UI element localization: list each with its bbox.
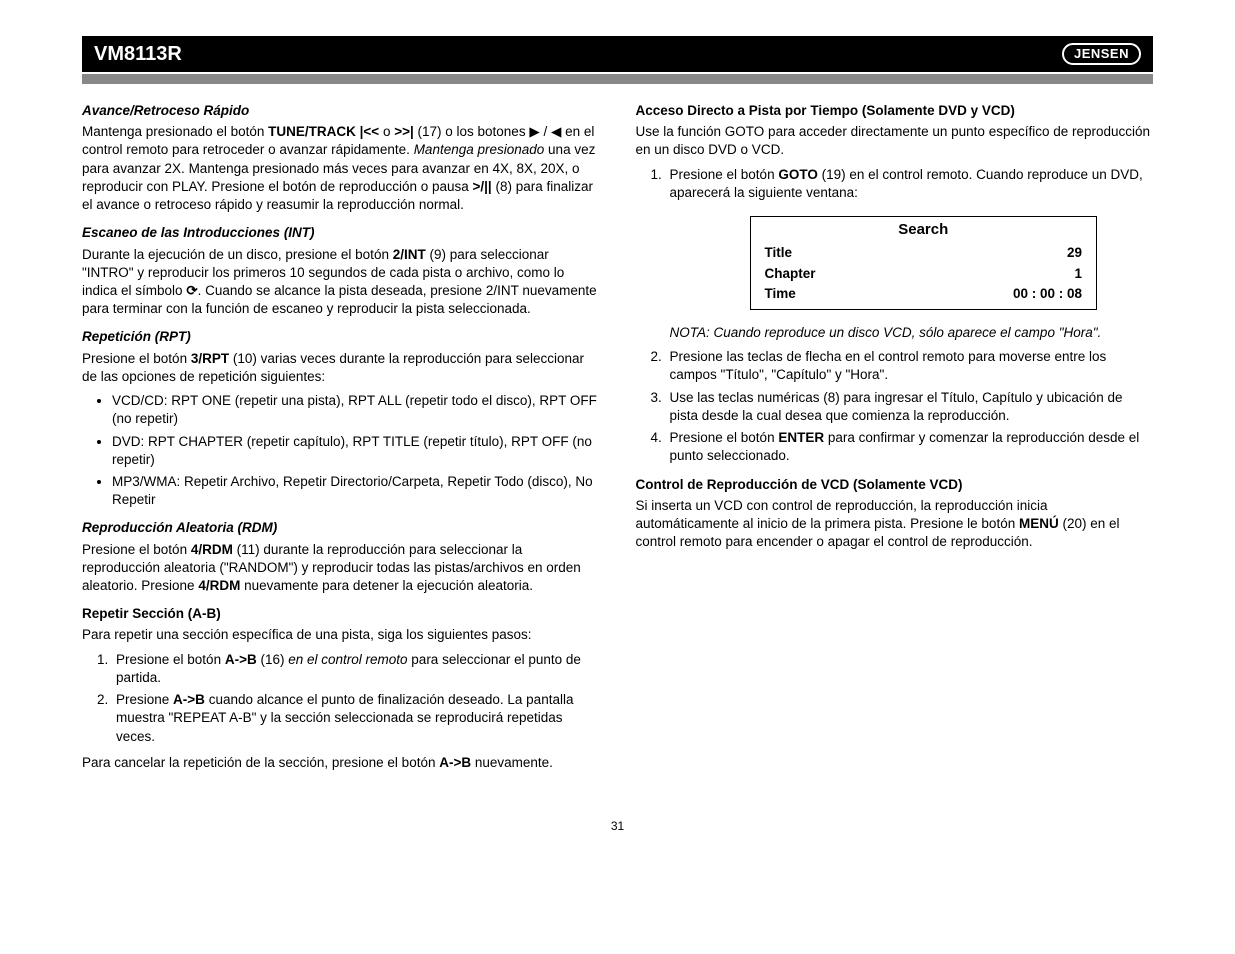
right-column: Acceso Directo a Pista por Tiempo (Solam… — [636, 102, 1154, 778]
ab-steps: Presione el botón A->B (16) en el contro… — [82, 651, 600, 746]
header-divider — [82, 74, 1153, 84]
heading-repeticion: Repetición (RPT) — [82, 328, 600, 346]
heading-repetir-ab: Repetir Sección (A-B) — [82, 605, 600, 623]
para-repeticion: Presione el botón 3/RPT (10) varias vece… — [82, 350, 600, 386]
heading-vcd-control: Control de Reproducción de VCD (Solament… — [636, 476, 1154, 494]
list-item: Presione el botón GOTO (19) en el contro… — [666, 166, 1154, 343]
page-number: 31 — [82, 818, 1153, 834]
search-row-title: Title 29 — [751, 243, 1097, 263]
header-bar: VM8113R JENSEN — [82, 36, 1153, 72]
list-item: Presione el botón ENTER para confirmar y… — [666, 429, 1154, 465]
content-columns: Avance/Retroceso Rápido Mantenga presion… — [82, 102, 1153, 778]
para-escaneo: Durante la ejecución de un disco, presio… — [82, 246, 600, 319]
goto-steps: Presione el botón GOTO (19) en el contro… — [636, 166, 1154, 466]
rewind-icon: ◀ — [551, 124, 561, 139]
para-ab-intro: Para repetir una sección específica de u… — [82, 626, 600, 644]
para-avance: Mantenga presionado el botón TUNE/TRACK … — [82, 123, 600, 214]
search-title: Search — [751, 217, 1097, 243]
search-row-chapter: Chapter 1 — [751, 264, 1097, 284]
heading-escaneo: Escaneo de las Introducciones (INT) — [82, 224, 600, 242]
para-vcd-control: Si inserta un VCD con control de reprodu… — [636, 497, 1154, 552]
para-ab-cancel: Para cancelar la repetición de la secció… — [82, 754, 600, 772]
para-goto-intro: Use la función GOTO para acceder directa… — [636, 123, 1154, 159]
manual-page: VM8113R JENSEN Avance/Retroceso Rápido M… — [0, 0, 1235, 854]
heading-aleatoria: Reproducción Aleatoria (RDM) — [82, 519, 600, 537]
model-number: VM8113R — [94, 41, 182, 68]
goto-note: NOTA: Cuando reproduce un disco VCD, sól… — [670, 324, 1154, 342]
search-row-time: Time 00 : 00 : 08 — [751, 284, 1097, 309]
list-item: Presione A->B cuando alcance el punto de… — [112, 691, 600, 746]
forward-icon: ▶ — [529, 124, 539, 139]
list-item: Presione el botón A->B (16) en el contro… — [112, 651, 600, 687]
list-item: Presione las teclas de flecha en el cont… — [666, 348, 1154, 384]
heading-avance: Avance/Retroceso Rápido — [82, 102, 600, 120]
list-item: DVD: RPT CHAPTER (repetir capítulo), RPT… — [112, 433, 600, 469]
intro-icon: ⟳ — [186, 283, 197, 298]
search-window: Search Title 29 Chapter 1 Time 00 : 00 :… — [750, 216, 1098, 310]
list-item: VCD/CD: RPT ONE (repetir una pista), RPT… — [112, 392, 600, 428]
left-column: Avance/Retroceso Rápido Mantenga presion… — [82, 102, 600, 778]
para-aleatoria: Presione el botón 4/RDM (11) durante la … — [82, 541, 600, 596]
heading-goto: Acceso Directo a Pista por Tiempo (Solam… — [636, 102, 1154, 120]
brand-logo: JENSEN — [1062, 43, 1141, 65]
list-item: MP3/WMA: Repetir Archivo, Repetir Direct… — [112, 473, 600, 509]
list-item: Use las teclas numéricas (8) para ingres… — [666, 389, 1154, 425]
rpt-list: VCD/CD: RPT ONE (repetir una pista), RPT… — [82, 392, 600, 509]
